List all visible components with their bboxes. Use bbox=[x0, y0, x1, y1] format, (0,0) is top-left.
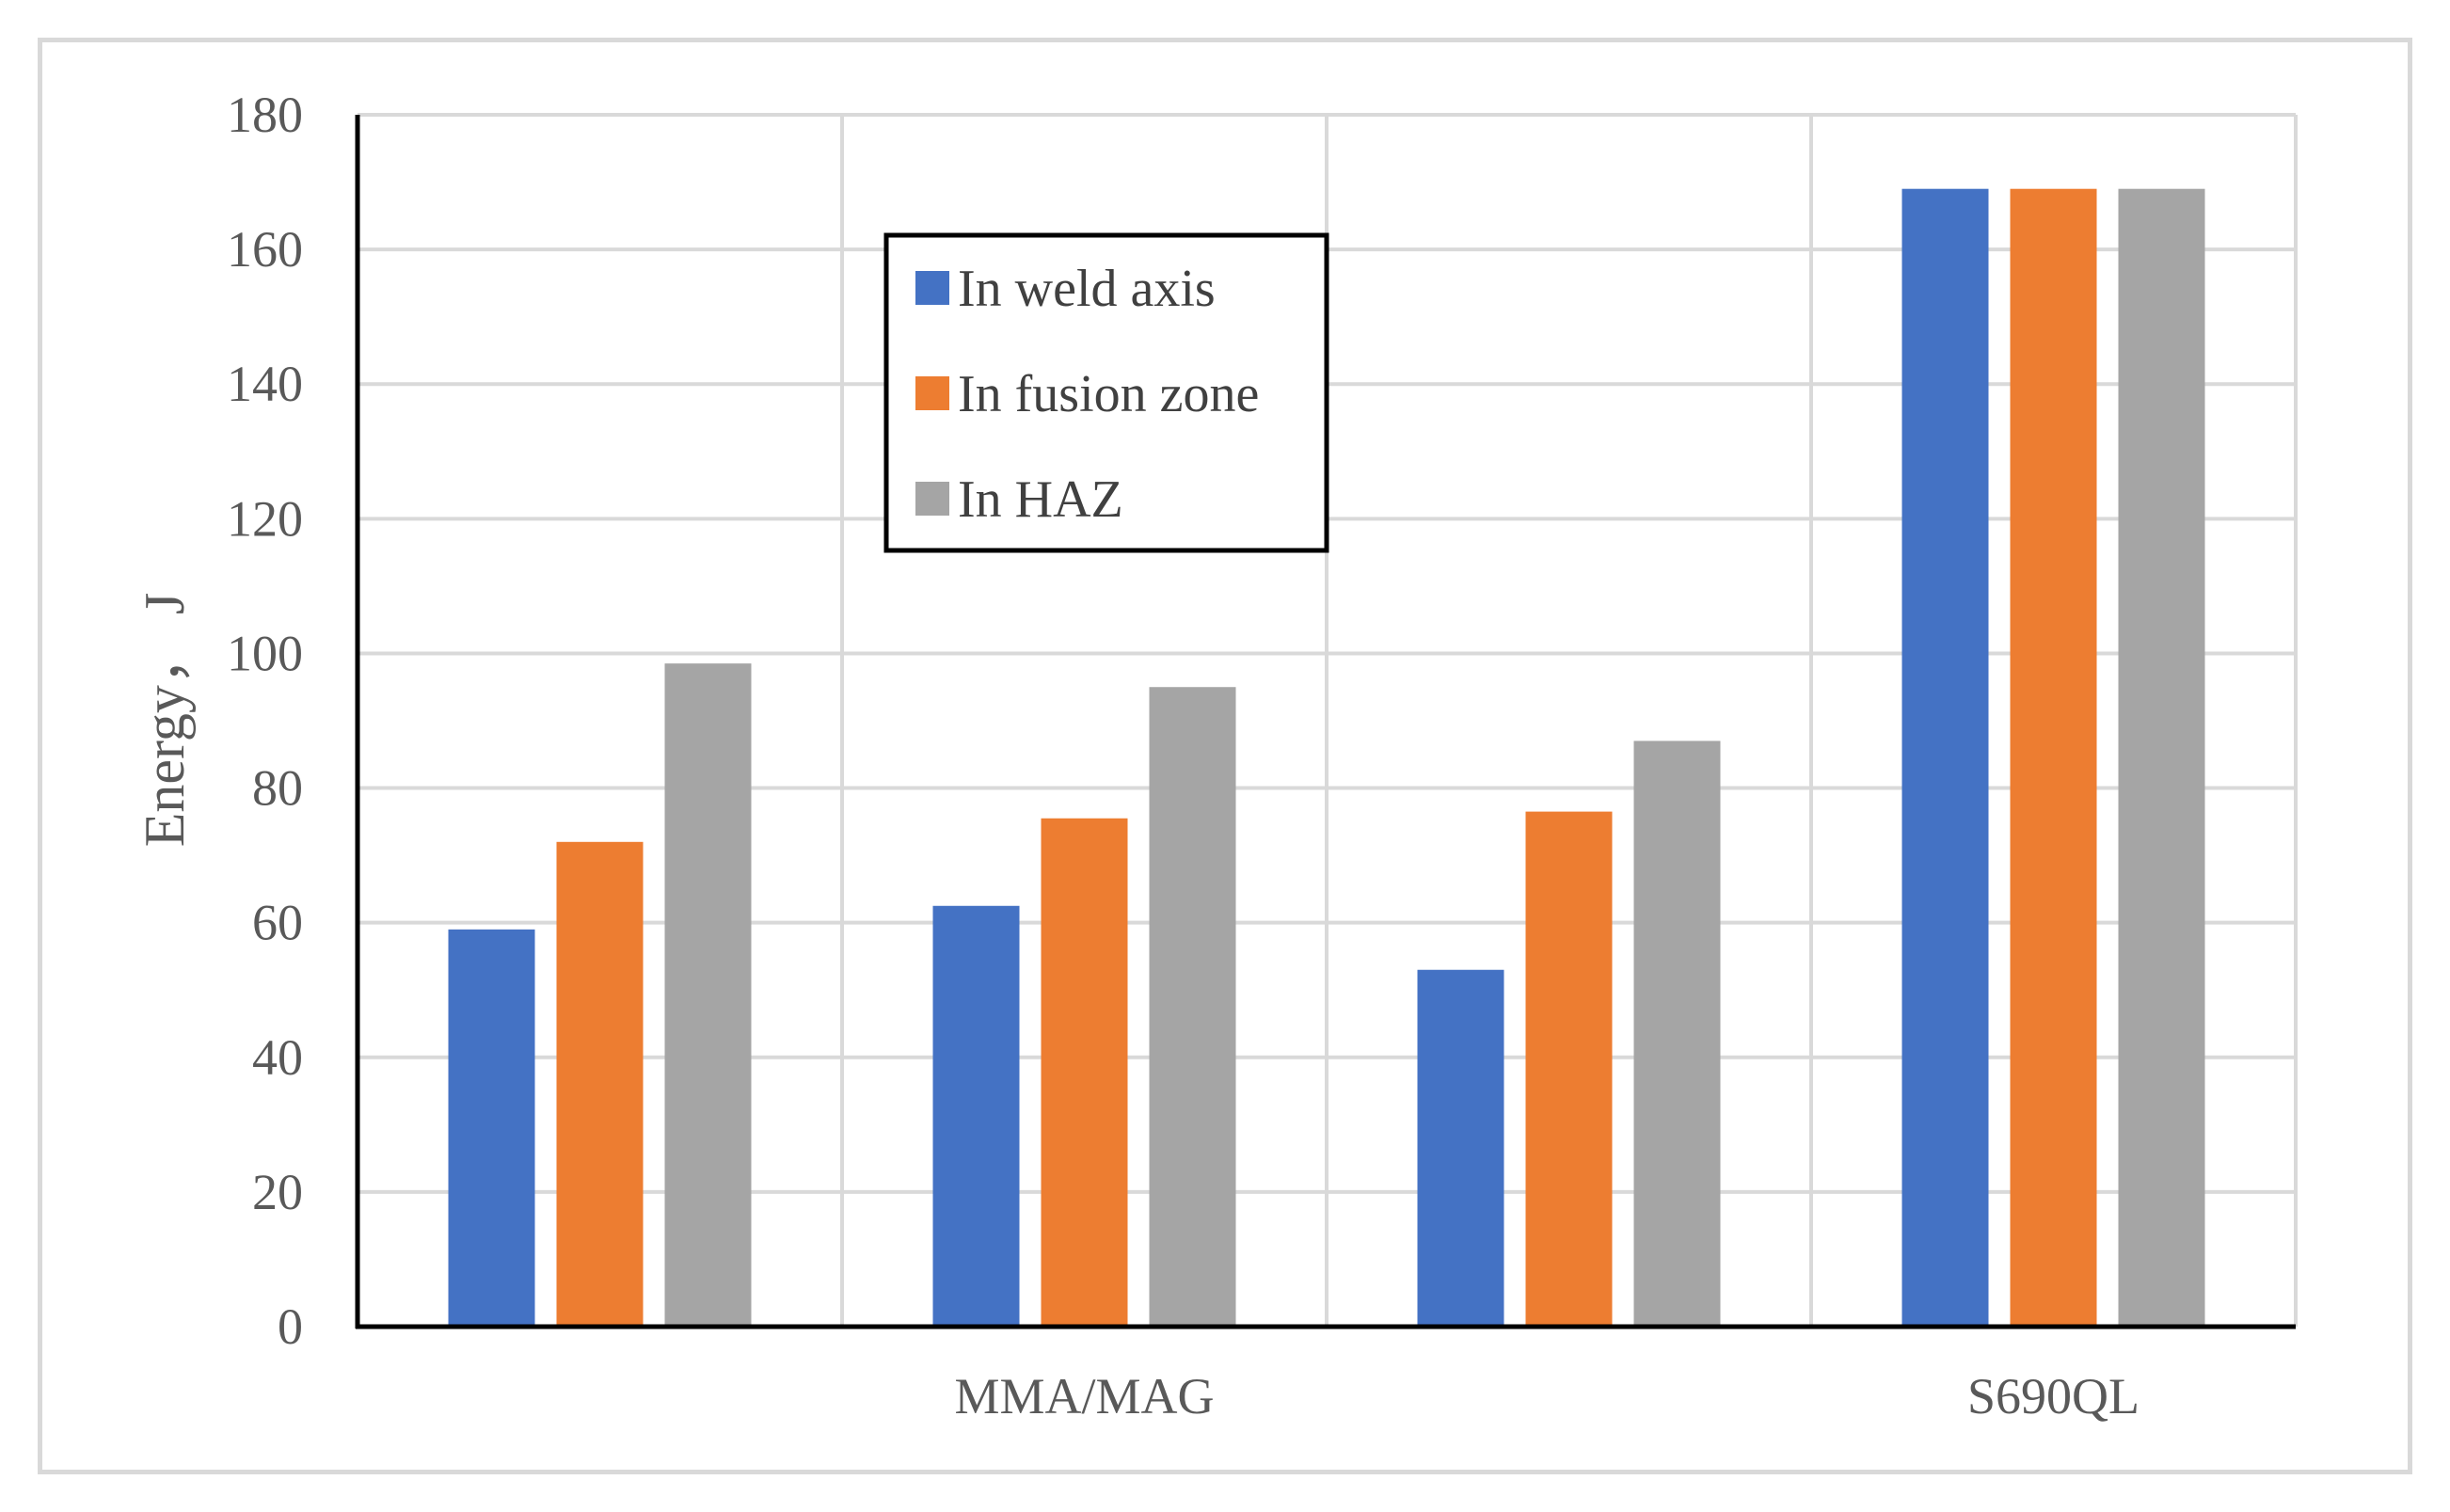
y-tick-label: 0 bbox=[278, 1298, 303, 1355]
bar-in-weld-axis bbox=[1417, 969, 1504, 1327]
legend-label: In HAZ bbox=[958, 470, 1123, 529]
x-tick-label: MMA/MAG bbox=[954, 1368, 1214, 1424]
bar-in-fusion-zone bbox=[1525, 811, 1613, 1327]
bar-in-fusion-zone bbox=[1041, 818, 1128, 1327]
bar-in-haz bbox=[1633, 740, 1721, 1327]
bar-in-fusion-zone bbox=[556, 841, 644, 1327]
y-tick-label: 80 bbox=[252, 760, 303, 817]
y-tick-label: 160 bbox=[227, 221, 303, 278]
legend-swatch bbox=[915, 482, 949, 516]
y-tick-label: 120 bbox=[227, 490, 303, 547]
x-tick-label: S690QL bbox=[1967, 1368, 2140, 1424]
y-tick-label: 60 bbox=[252, 895, 303, 951]
legend-label: In weld axis bbox=[958, 260, 1216, 318]
legend-box bbox=[883, 232, 1329, 553]
bar-in-weld-axis bbox=[448, 929, 535, 1327]
axes bbox=[355, 115, 2296, 1329]
y-tick-label: 40 bbox=[252, 1029, 303, 1086]
y-tick-label: 100 bbox=[227, 625, 303, 681]
legend-label: In fusion zone bbox=[958, 365, 1259, 423]
bar-in-weld-axis bbox=[932, 905, 1020, 1327]
y-tick-label: 20 bbox=[252, 1164, 303, 1220]
legend-swatch bbox=[915, 376, 949, 410]
y-tick-label: 140 bbox=[227, 356, 303, 412]
bar-in-haz bbox=[1149, 687, 1236, 1327]
legend-swatch bbox=[915, 271, 949, 305]
y-tick-labels: 0 20 40 60 80 100 120 140 160 180 bbox=[227, 87, 303, 1355]
bars bbox=[448, 188, 2205, 1328]
bar-in-haz bbox=[2118, 188, 2205, 1328]
y-tick-label: 180 bbox=[227, 87, 303, 143]
bar-in-fusion-zone bbox=[2010, 188, 2097, 1328]
legend: In weld axis In fusion zone In HAZ bbox=[883, 232, 1329, 553]
x-tick-labels: MMA/MAG S690QL bbox=[954, 1368, 2140, 1424]
bar-in-haz bbox=[664, 663, 752, 1327]
y-axis-title: Energy， J bbox=[134, 593, 196, 848]
bar-in-weld-axis bbox=[1901, 188, 1989, 1328]
